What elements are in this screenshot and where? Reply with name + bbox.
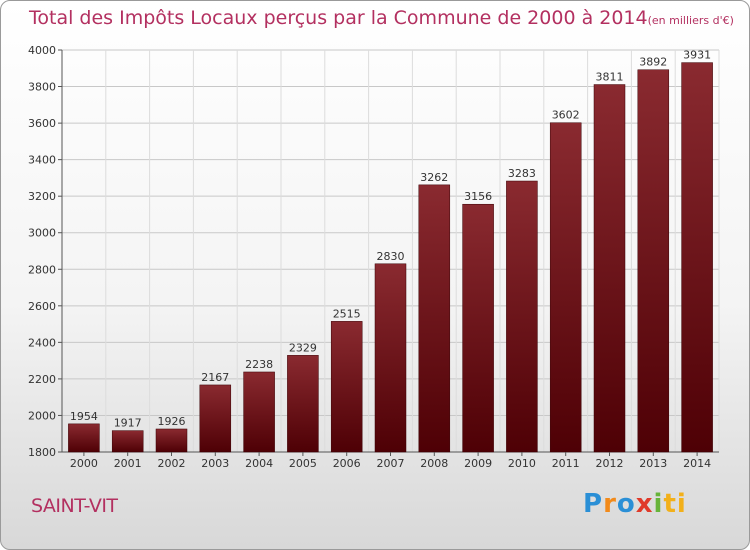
y-tick-label: 3800: [28, 81, 56, 94]
data-label: 3156: [464, 190, 492, 203]
data-label: 3892: [639, 56, 667, 69]
data-label: 1926: [158, 415, 186, 428]
bar: [243, 371, 275, 453]
y-tick-label: 3400: [28, 154, 56, 167]
chart-unit-label: (en milliers d'€): [647, 14, 734, 27]
y-tick-label: 2400: [28, 336, 56, 349]
x-tick-label: 2002: [158, 457, 186, 470]
y-tick-label: 2000: [28, 409, 56, 422]
bar: [199, 384, 232, 453]
bar: [549, 122, 582, 453]
data-label: 3931: [683, 49, 711, 62]
data-label: 2238: [245, 358, 273, 371]
commune-name: SAINT-VIT: [31, 495, 118, 517]
y-tick-label: 3600: [28, 117, 56, 130]
x-tick-label: 2010: [508, 457, 536, 470]
data-label: 1917: [114, 417, 142, 430]
y-tick-label: 3200: [28, 190, 56, 203]
y-tick-label: 2200: [28, 373, 56, 386]
data-label: 2329: [289, 341, 317, 354]
proxiti-logo: Proxiti: [583, 489, 687, 519]
chart-title: Total des Impôts Locaux perçus par la Co…: [29, 7, 734, 29]
bar: [155, 428, 188, 453]
bar: [681, 62, 713, 453]
logo-letter: o: [616, 489, 636, 519]
bar: [374, 263, 407, 453]
data-label: 1954: [70, 410, 98, 423]
x-tick-label: 2006: [333, 457, 361, 470]
bar: [593, 84, 626, 453]
y-tick-label: 2600: [28, 300, 56, 313]
bar: [330, 321, 363, 453]
y-tick-label: 4000: [28, 44, 56, 57]
logo-letter: i: [653, 489, 664, 519]
bar: [462, 203, 494, 453]
bar: [418, 184, 451, 453]
data-label: 2830: [377, 250, 405, 263]
x-tick-label: 2007: [377, 457, 405, 470]
logo-letter: x: [635, 489, 654, 519]
bar: [637, 69, 670, 453]
data-label: 2167: [201, 371, 229, 384]
x-tick-label: 2008: [420, 457, 448, 470]
x-tick-label: 2013: [639, 457, 667, 470]
y-tick-label: 1800: [28, 446, 56, 459]
logo-letter: ti: [663, 489, 687, 519]
x-tick-label: 2003: [201, 457, 229, 470]
data-label: 3811: [596, 71, 624, 84]
bar: [68, 423, 100, 453]
bar: [111, 430, 144, 453]
x-tick-label: 2004: [245, 457, 273, 470]
x-tick-label: 2005: [289, 457, 317, 470]
x-tick-label: 2009: [464, 457, 492, 470]
data-label: 2515: [333, 307, 361, 320]
logo-letter: P: [583, 489, 604, 519]
x-tick-label: 2000: [70, 457, 98, 470]
x-tick-label: 2001: [114, 457, 142, 470]
data-label: 3262: [420, 171, 448, 184]
logo-letter: r: [603, 489, 617, 519]
bar: [287, 355, 319, 453]
bar: [506, 180, 538, 453]
data-label: 3602: [552, 109, 580, 122]
x-tick-label: 2011: [552, 457, 580, 470]
chart-title-text: Total des Impôts Locaux perçus par la Co…: [29, 7, 648, 29]
x-tick-label: 2012: [596, 457, 624, 470]
y-tick-label: 3000: [28, 227, 56, 240]
data-label: 3283: [508, 167, 536, 180]
y-tick-label: 2800: [28, 263, 56, 276]
x-tick-label: 2014: [683, 457, 711, 470]
